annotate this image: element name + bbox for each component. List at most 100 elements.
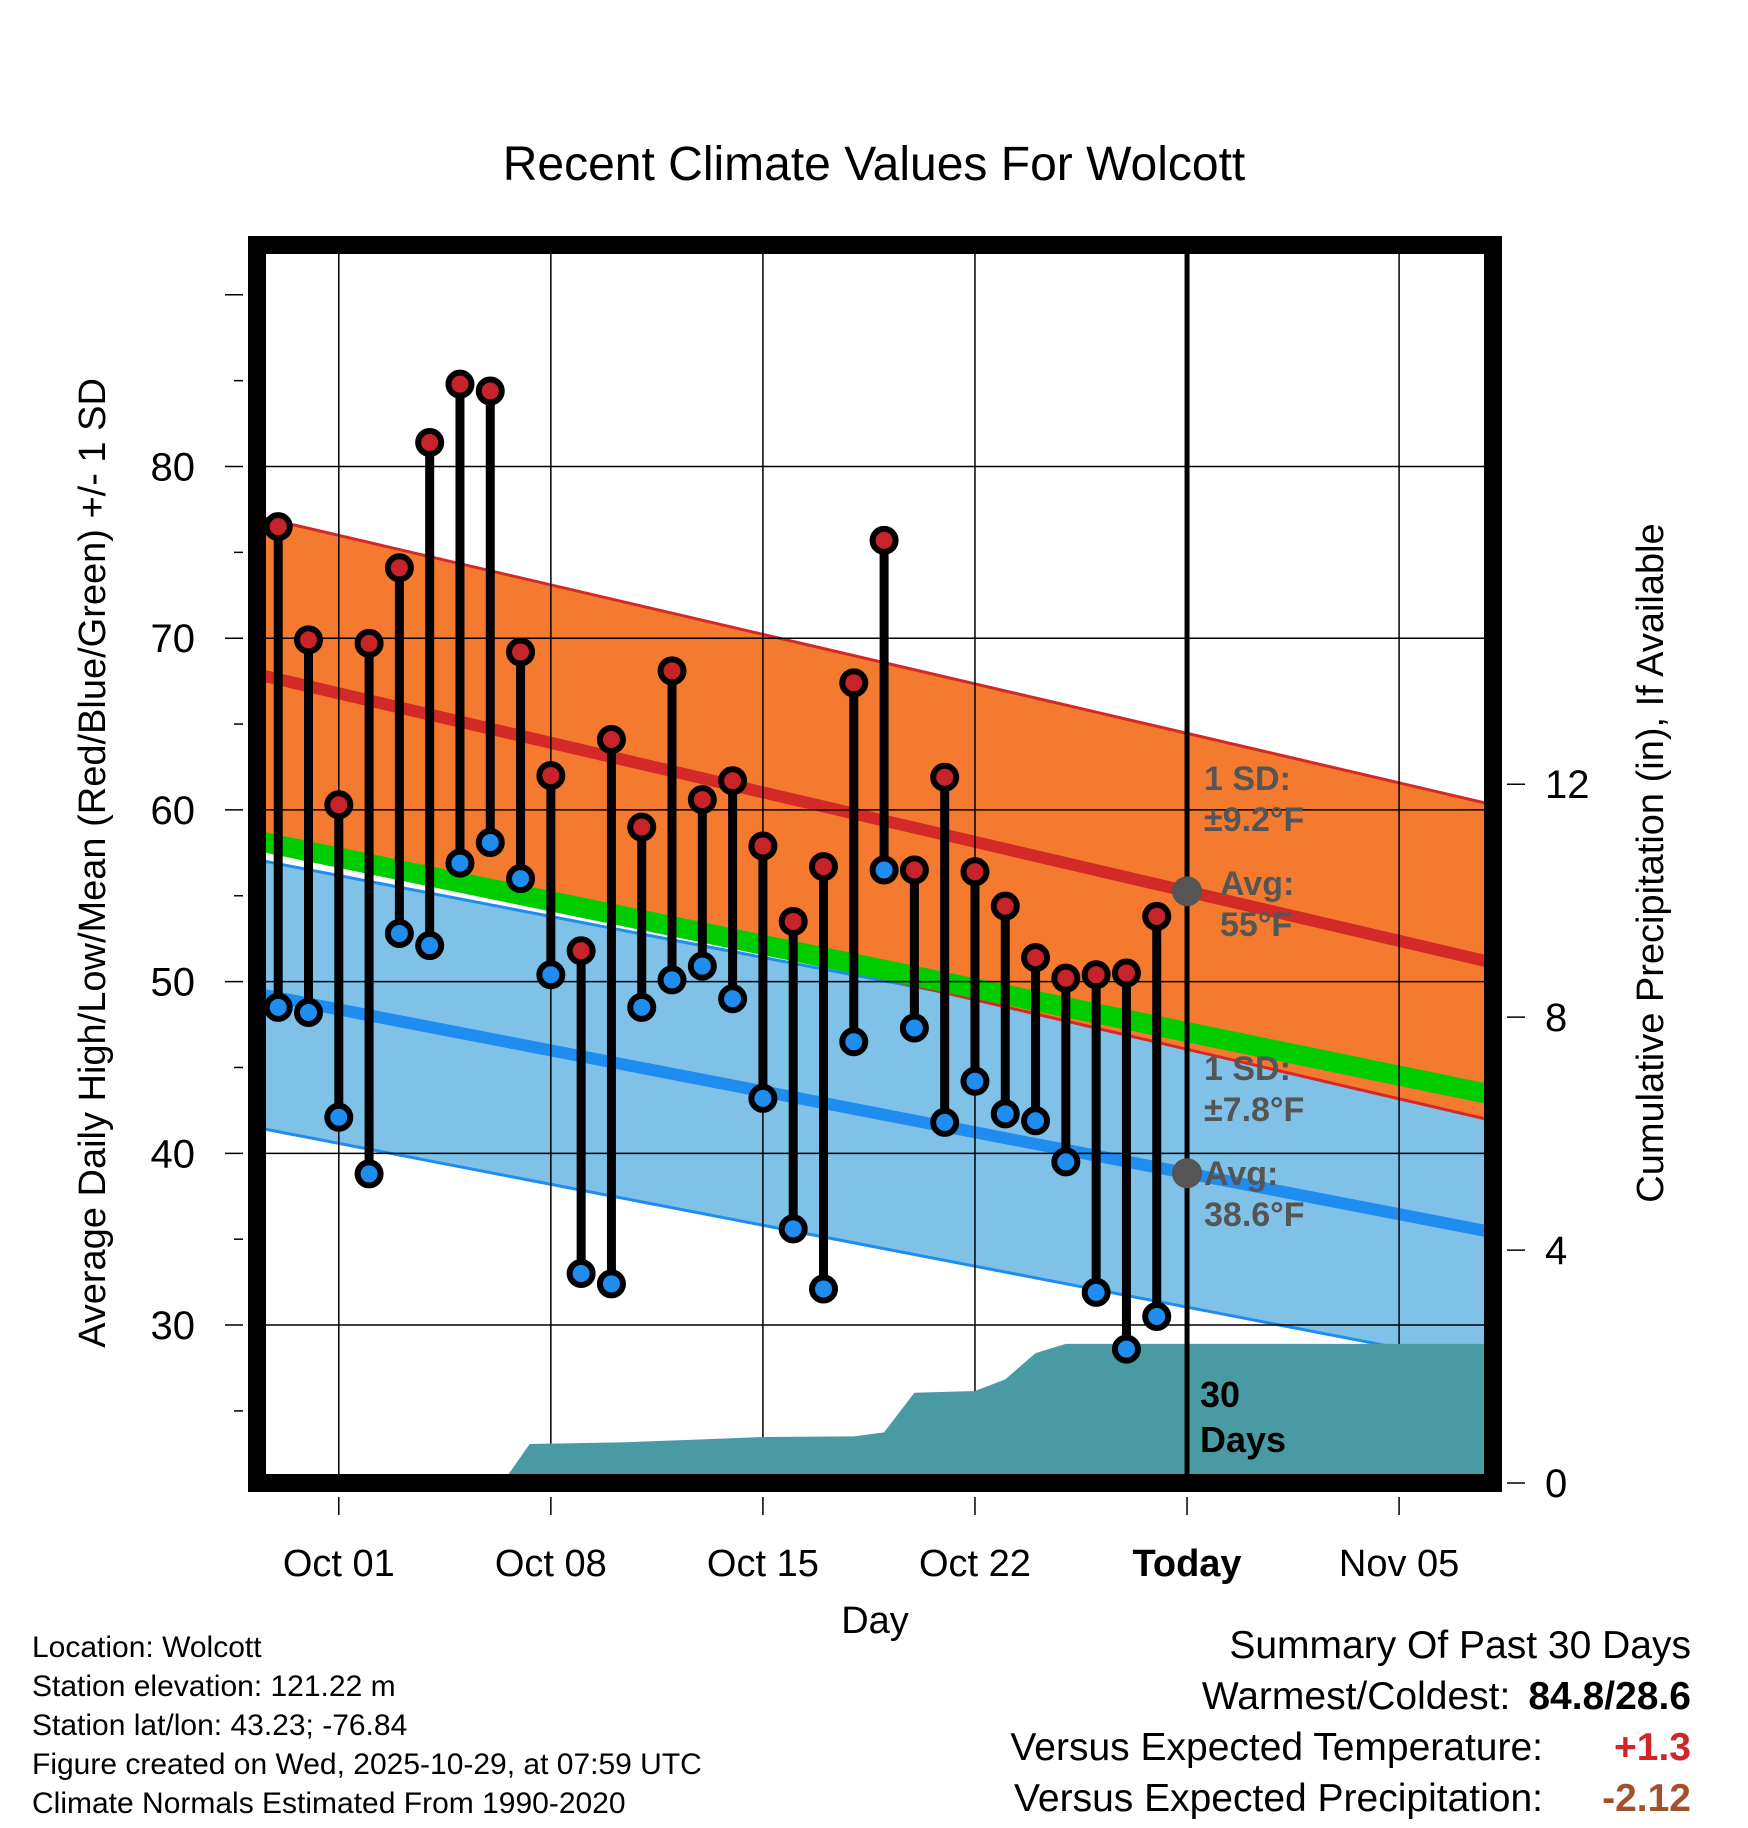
low-temp-point xyxy=(748,1083,778,1113)
high-temp-point xyxy=(809,852,838,882)
period-label-unit: Days xyxy=(1200,1419,1286,1460)
y2-axis-label: Cumulative Precipitation (in), If Availa… xyxy=(1630,523,1672,1202)
plot-frame xyxy=(248,236,1502,1492)
low-temp-point xyxy=(566,1259,596,1289)
created-text: Figure created on Wed, 2025-10-29, at 07… xyxy=(32,1748,702,1781)
high-temp-point xyxy=(536,761,566,791)
low-temp-point xyxy=(930,1107,960,1137)
high-temp-point xyxy=(627,812,657,842)
high-temp-point xyxy=(869,525,899,555)
low-sd-annotation-line: ±7.8°F xyxy=(1204,1091,1304,1129)
precip-vs-expected-row: Versus Expected Precipitation: -2.12 xyxy=(1010,1773,1691,1824)
precip-vs-expected-label: Versus Expected Precipitation: xyxy=(1014,1777,1543,1820)
temp-vs-expected-label: Versus Expected Temperature: xyxy=(1010,1726,1543,1769)
y-tick-label: 80 xyxy=(151,446,196,490)
normal-mean-line xyxy=(257,831,1493,1105)
y-tick-label: 40 xyxy=(151,1132,196,1176)
high-temp-point xyxy=(839,668,869,698)
normal-low-lower-edge xyxy=(257,1126,1493,1368)
low-temp-point xyxy=(415,931,445,961)
low-avg-annotation-line: 38.6°F xyxy=(1204,1196,1305,1234)
warmest-coldest-row: Warmest/Coldest: 84.8/28.6 xyxy=(1010,1671,1691,1722)
precip-vs-expected-value: -2.12 xyxy=(1602,1777,1691,1820)
high-temp-point xyxy=(960,857,990,887)
low-temp-point xyxy=(263,992,293,1022)
high-temp-point xyxy=(384,553,414,583)
y-axis-label: Average Daily High/Low/Mean (Red/Blue/Gr… xyxy=(72,378,114,1348)
low-temp-point xyxy=(1111,1334,1141,1364)
x-tick-label: Nov 05 xyxy=(1339,1543,1459,1585)
x-axis-label: Day xyxy=(841,1600,909,1642)
y-tick-label: 70 xyxy=(151,617,196,661)
low-avg-annotation-line: Avg: xyxy=(1204,1155,1278,1193)
summary-panel: Summary Of Past 30 Days Warmest/Coldest:… xyxy=(1010,1620,1691,1824)
y2-tick-label: 8 xyxy=(1545,996,1567,1040)
y2-tick-label: 12 xyxy=(1545,763,1590,807)
low-temp-point xyxy=(384,919,414,949)
high-temp-point xyxy=(1021,943,1051,973)
high-temp-point xyxy=(1111,958,1141,988)
low-temp-point xyxy=(1021,1106,1051,1136)
low-temp-point xyxy=(869,855,899,885)
high-temp-point xyxy=(263,512,293,542)
period-label-count: 30 xyxy=(1200,1374,1240,1415)
high-temp-point xyxy=(596,725,626,755)
high-temp-point xyxy=(687,785,717,815)
location-text: Location: Wolcott xyxy=(32,1631,262,1664)
x-tick-label: Oct 22 xyxy=(919,1543,1031,1585)
high-temp-point xyxy=(324,790,354,820)
low-temp-point xyxy=(445,848,475,878)
low-temp-point xyxy=(839,1027,869,1057)
high-temp-point xyxy=(990,891,1020,921)
high-temp-point xyxy=(506,637,536,667)
low-temp-point xyxy=(324,1102,354,1132)
low-temp-point xyxy=(778,1214,808,1244)
low-temp-point xyxy=(294,998,323,1028)
high-temp-point xyxy=(1051,963,1081,993)
y-tick-label: 50 xyxy=(151,961,196,1005)
high-temp-point xyxy=(718,766,748,796)
x-tick-label: Oct 08 xyxy=(495,1543,607,1585)
y2-tick-label: 0 xyxy=(1545,1462,1567,1506)
precip-area xyxy=(502,1343,1493,1483)
low-temp-point xyxy=(596,1269,626,1299)
y2-tick-label: 4 xyxy=(1545,1229,1567,1273)
high-avg-annotation-line: Avg: xyxy=(1220,865,1294,903)
x-tick-label: Oct 15 xyxy=(707,1543,819,1585)
low-temp-point xyxy=(809,1274,838,1304)
today-high-avg-point xyxy=(1172,876,1203,907)
low-sd-annotation-line: 1 SD: xyxy=(1204,1050,1291,1088)
y-tick-label: 60 xyxy=(151,789,196,833)
high-temp-point xyxy=(475,376,505,406)
high-sd-annotation-line: ±9.2°F xyxy=(1204,801,1304,839)
low-temp-point xyxy=(718,984,748,1014)
low-temp-point xyxy=(1081,1277,1111,1307)
low-temp-point xyxy=(899,1013,929,1043)
warmest-coldest-value: 84.8/28.6 xyxy=(1528,1675,1691,1718)
temp-vs-expected-row: Versus Expected Temperature: +1.3 xyxy=(1010,1722,1691,1773)
high-temp-point xyxy=(354,628,384,658)
high-temp-point xyxy=(930,762,960,792)
elevation-text: Station elevation: 121.22 m xyxy=(32,1670,396,1703)
low-temp-point xyxy=(354,1159,384,1189)
summary-title: Summary Of Past 30 Days xyxy=(1229,1624,1691,1667)
y-tick-label: 30 xyxy=(151,1304,196,1348)
x-tick-label: Today xyxy=(1132,1543,1241,1585)
warmest-coldest-label: Warmest/Coldest: xyxy=(1201,1675,1511,1718)
low-temp-point xyxy=(475,828,505,858)
chart-title: Recent Climate Values For Wolcott xyxy=(503,138,1246,191)
low-temp-point xyxy=(627,992,657,1022)
high-temp-point xyxy=(415,427,445,457)
low-temp-point xyxy=(1051,1147,1081,1177)
high-sd-annotation-line: 1 SD: xyxy=(1204,760,1291,798)
high-temp-point xyxy=(899,855,929,885)
today-low-avg-point xyxy=(1172,1158,1203,1189)
station-info: Location: Wolcott Station elevation: 121… xyxy=(32,1628,702,1823)
low-temp-point xyxy=(506,864,536,894)
high-temp-point xyxy=(1142,901,1172,931)
high-temp-point xyxy=(294,625,323,655)
high-temp-point xyxy=(445,369,475,399)
low-temp-point xyxy=(657,965,687,995)
